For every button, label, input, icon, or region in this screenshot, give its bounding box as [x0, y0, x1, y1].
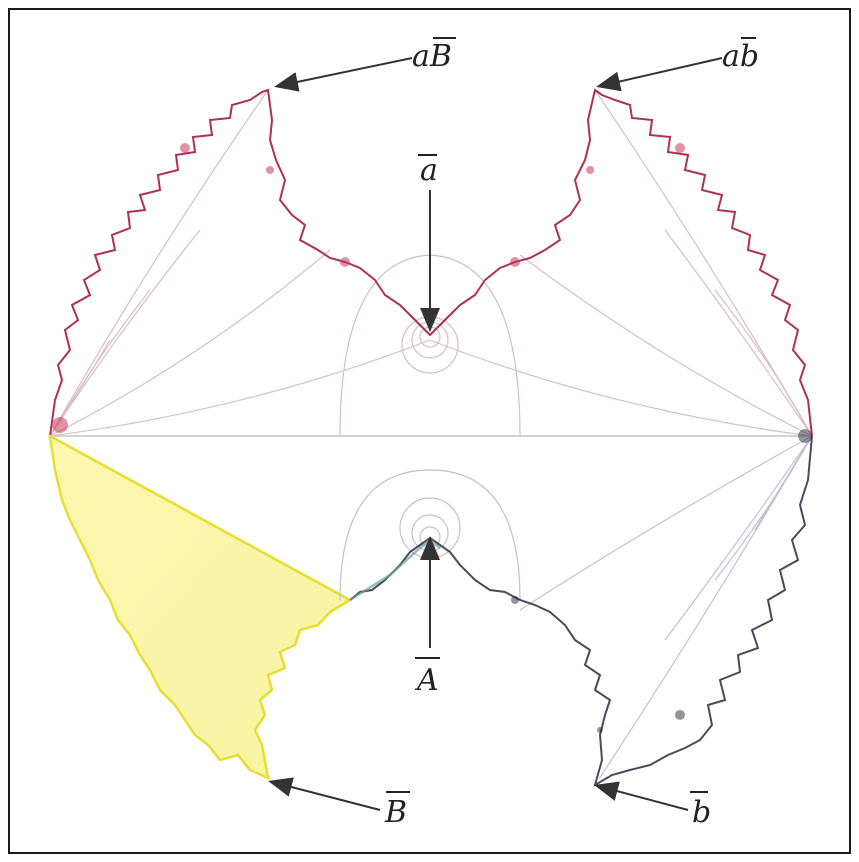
label-A: A — [414, 657, 440, 698]
label-aB: aB — [412, 37, 456, 74]
lower-left-yellow-region — [48, 433, 353, 781]
svg-text:B: B — [384, 795, 407, 830]
lower-fractal-boundary — [349, 435, 813, 788]
upper-fractal-boundary — [49, 88, 813, 437]
svg-text:ab: ab — [722, 39, 759, 74]
center-cusp-tint — [349, 538, 441, 602]
svg-text:a: a — [420, 153, 438, 188]
arrow-aB — [274, 57, 413, 92]
label-B: B — [384, 791, 410, 830]
label-a: a — [418, 153, 438, 188]
lower-boundary-highlights — [511, 429, 812, 733]
arrow-ab — [596, 57, 723, 92]
upper-arc-family — [49, 89, 812, 437]
svg-text:b: b — [692, 795, 711, 830]
label-ab: ab — [722, 37, 759, 74]
label-b: b — [690, 791, 711, 830]
svg-text:aB: aB — [412, 39, 452, 74]
figure-frame — [8, 8, 851, 854]
arrow-b — [594, 781, 689, 811]
arrow-B — [268, 777, 381, 811]
svg-text:A: A — [414, 663, 439, 698]
lower-arc-family — [339, 435, 812, 786]
arrows — [268, 57, 723, 811]
upper-boundary-highlights — [52, 143, 685, 433]
